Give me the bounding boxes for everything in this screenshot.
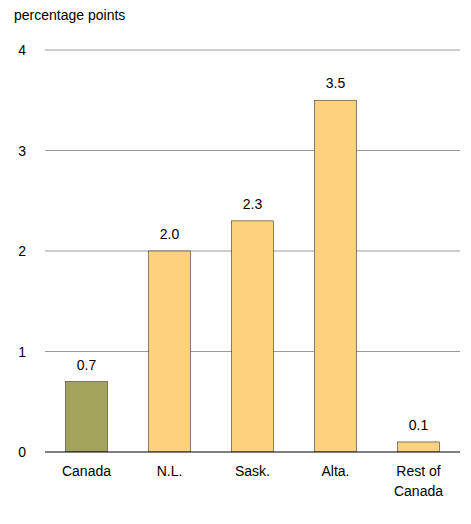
bar: [398, 442, 440, 452]
data-label: 3.5: [326, 75, 346, 91]
y-tick-label: 3: [18, 143, 26, 159]
data-label: 0.7: [77, 357, 97, 373]
y-axis-label: percentage points: [14, 7, 125, 23]
bar: [66, 382, 108, 452]
y-tick-label: 1: [18, 344, 26, 360]
data-label: 2.0: [160, 226, 180, 242]
x-tick-label: Alta.: [321, 463, 349, 479]
chart-svg: percentage points 0 1 2 3 4 0.7 Canada 2.0 N.L. 2.…: [0, 0, 471, 524]
bars: [66, 100, 440, 452]
chart-container: percentage points 0 1 2 3 4 0.7 Canada 2.0 N.L. 2.…: [0, 0, 471, 524]
x-tick-label: N.L.: [157, 463, 183, 479]
y-tick-label: 2: [18, 243, 26, 259]
labels: 0.7 Canada 2.0 N.L. 2.3 Sask. 3.5 Alta. 0.1 Rest …: [62, 75, 443, 499]
y-tick-label: 4: [18, 42, 26, 58]
bar: [149, 251, 191, 452]
x-tick-label: Sask.: [235, 463, 270, 479]
data-label: 2.3: [243, 196, 263, 212]
label-line: Rest of: [396, 463, 440, 479]
y-tick-label: 0: [18, 444, 26, 460]
x-axis-line: [45, 452, 460, 453]
label-line: Canada: [394, 483, 443, 499]
x-tick-label: Rest of Canada: [394, 463, 443, 499]
data-label: 0.1: [409, 417, 429, 433]
grid-line: [45, 50, 460, 51]
x-tick-label: Canada: [62, 463, 111, 479]
bar: [232, 221, 274, 452]
grid-line: [45, 150, 460, 151]
bar: [315, 100, 357, 452]
